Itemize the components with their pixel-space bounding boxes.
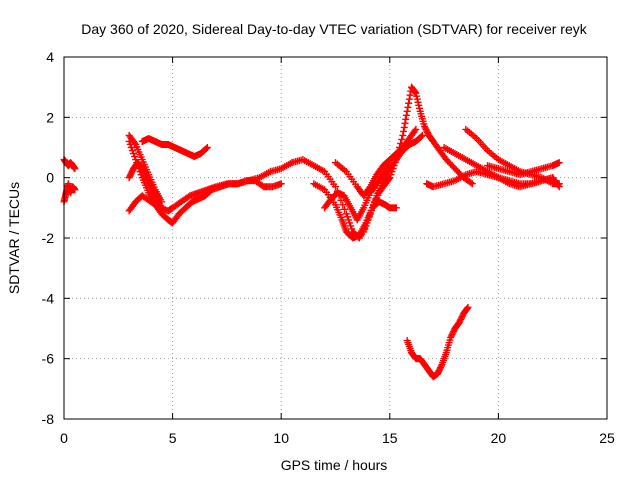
y-tick-label: 2 bbox=[46, 109, 54, 125]
data-point-interp bbox=[398, 135, 406, 143]
data-point-interp bbox=[467, 179, 475, 187]
series-arc-14 bbox=[403, 303, 472, 381]
series-arc-18 bbox=[484, 159, 563, 179]
chart-title: Day 360 of 2020, Sidereal Day-to-day VTE… bbox=[81, 21, 587, 37]
data-point-interp bbox=[365, 184, 373, 192]
series-arc-16 bbox=[440, 144, 563, 191]
data-point-interp bbox=[437, 362, 445, 370]
data-marks bbox=[60, 83, 563, 381]
data-point-interp bbox=[411, 127, 419, 135]
series-arc-06 bbox=[125, 131, 166, 206]
x-tick-label: 20 bbox=[491, 430, 507, 446]
grid-lines bbox=[64, 57, 607, 419]
data-point-interp bbox=[463, 304, 471, 312]
data-point bbox=[332, 183, 339, 191]
y-tick-label: 0 bbox=[46, 170, 54, 186]
data-point-interp bbox=[341, 205, 349, 213]
data-point bbox=[555, 159, 563, 167]
data-point-interp bbox=[202, 145, 210, 153]
data-point-interp bbox=[339, 201, 347, 209]
axis-ticks: 0 5 10 15 20 25 -8 -6 -4 -2 0 2 4 bbox=[42, 49, 615, 446]
data-point-interp bbox=[396, 144, 404, 151]
y-tick-label: -2 bbox=[42, 230, 55, 246]
data-point-interp bbox=[397, 139, 405, 147]
y-tick-label: -4 bbox=[42, 290, 55, 306]
x-tick-label: 25 bbox=[599, 430, 615, 446]
data-point bbox=[412, 125, 420, 133]
x-tick-label: 15 bbox=[382, 430, 398, 446]
x-tick-label: 5 bbox=[169, 430, 177, 446]
data-point bbox=[158, 198, 166, 206]
data-point bbox=[392, 156, 400, 164]
series-arc-13 bbox=[386, 83, 476, 188]
data-point-interp bbox=[400, 127, 408, 135]
data-point bbox=[392, 204, 400, 212]
data-point-interp bbox=[404, 103, 412, 111]
series-arc-04 bbox=[125, 159, 296, 215]
data-point-interp bbox=[417, 132, 425, 140]
data-point-interp bbox=[394, 148, 402, 156]
data-point bbox=[71, 186, 79, 194]
data-point-interp bbox=[405, 95, 413, 103]
data-point-interp bbox=[131, 139, 139, 147]
series-arc-07 bbox=[138, 134, 211, 161]
data-point-interp bbox=[400, 123, 408, 131]
data-point-interp bbox=[405, 99, 413, 107]
y-tick-label: -8 bbox=[42, 411, 55, 427]
series-arc-01 bbox=[60, 156, 79, 173]
data-point bbox=[203, 144, 211, 151]
x-axis-label: GPS time / hours bbox=[281, 457, 388, 473]
data-point bbox=[555, 180, 563, 188]
y-tick-label: -6 bbox=[42, 351, 55, 367]
data-point bbox=[464, 303, 472, 311]
data-point-interp bbox=[406, 91, 414, 99]
x-tick-label: 10 bbox=[273, 430, 289, 446]
data-point bbox=[418, 131, 426, 139]
data-point-interp bbox=[393, 152, 401, 160]
data-point bbox=[158, 204, 166, 212]
data-point-interp bbox=[402, 115, 410, 123]
data-point bbox=[399, 131, 407, 139]
data-point bbox=[71, 165, 79, 173]
data-point-interp bbox=[401, 119, 409, 127]
y-axis-label: SDTVAR / TECUs bbox=[6, 182, 22, 294]
data-point bbox=[277, 180, 285, 188]
y-tick-label: 4 bbox=[46, 49, 54, 65]
data-point-interp bbox=[402, 111, 410, 119]
data-point bbox=[468, 180, 476, 188]
x-tick-label: 0 bbox=[60, 430, 68, 446]
data-point-interp bbox=[411, 88, 419, 96]
data-point bbox=[403, 107, 411, 115]
